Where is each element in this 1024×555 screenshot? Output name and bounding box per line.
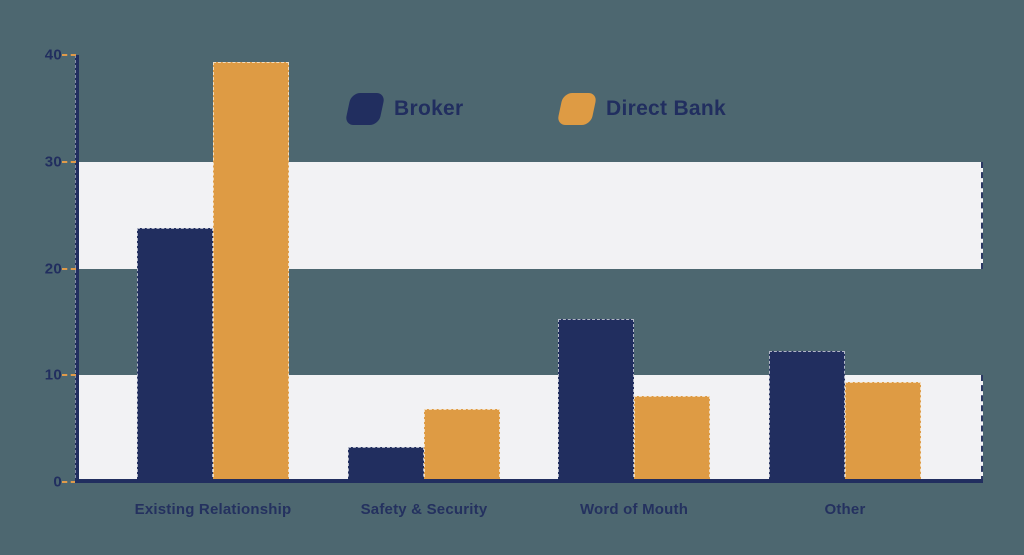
y-tick-label-20: 20 xyxy=(44,260,62,277)
y-tick-mark-20 xyxy=(62,267,76,270)
direct-bank-legend-swatch-icon xyxy=(556,93,598,125)
y-tick-mark-0 xyxy=(62,481,76,483)
bar-broker-safety-security xyxy=(348,446,424,482)
y-tick-mark-40 xyxy=(62,54,76,56)
x-category-label-existing-relationship: Existing Relationship xyxy=(134,501,292,518)
x-category-label-safety-security: Safety & Security xyxy=(360,501,488,518)
x-category-label-word-of-mouth: Word of Mouth xyxy=(579,501,689,518)
bar-direct-bank-other xyxy=(845,381,921,482)
bar-direct-bank-safety-security xyxy=(424,409,500,482)
y-tick-label-0: 0 xyxy=(53,473,62,491)
bar-broker-existing-relationship xyxy=(137,227,213,482)
y-tick-label-40: 40 xyxy=(44,46,62,64)
bar-broker-word-of-mouth xyxy=(558,318,634,482)
legend-item-broker: Broker xyxy=(344,92,464,126)
bar-broker-other xyxy=(769,350,845,482)
direct-bank-legend-label: Direct Bank xyxy=(606,97,727,120)
bar-direct-bank-existing-relationship xyxy=(213,62,289,482)
x-category-label-other: Other xyxy=(824,501,866,518)
bar-direct-bank-word-of-mouth xyxy=(634,395,710,482)
y-tick-label-10: 10 xyxy=(44,366,62,384)
legend-item-direct-bank: Direct Bank xyxy=(556,92,727,126)
broker-legend-label: Broker xyxy=(394,97,464,120)
broker-legend-swatch-icon xyxy=(344,93,386,125)
x-axis-line xyxy=(75,479,983,483)
y-tick-label-30: 30 xyxy=(44,153,62,171)
y-tick-mark-10 xyxy=(62,374,76,377)
y-tick-mark-30 xyxy=(62,160,76,163)
